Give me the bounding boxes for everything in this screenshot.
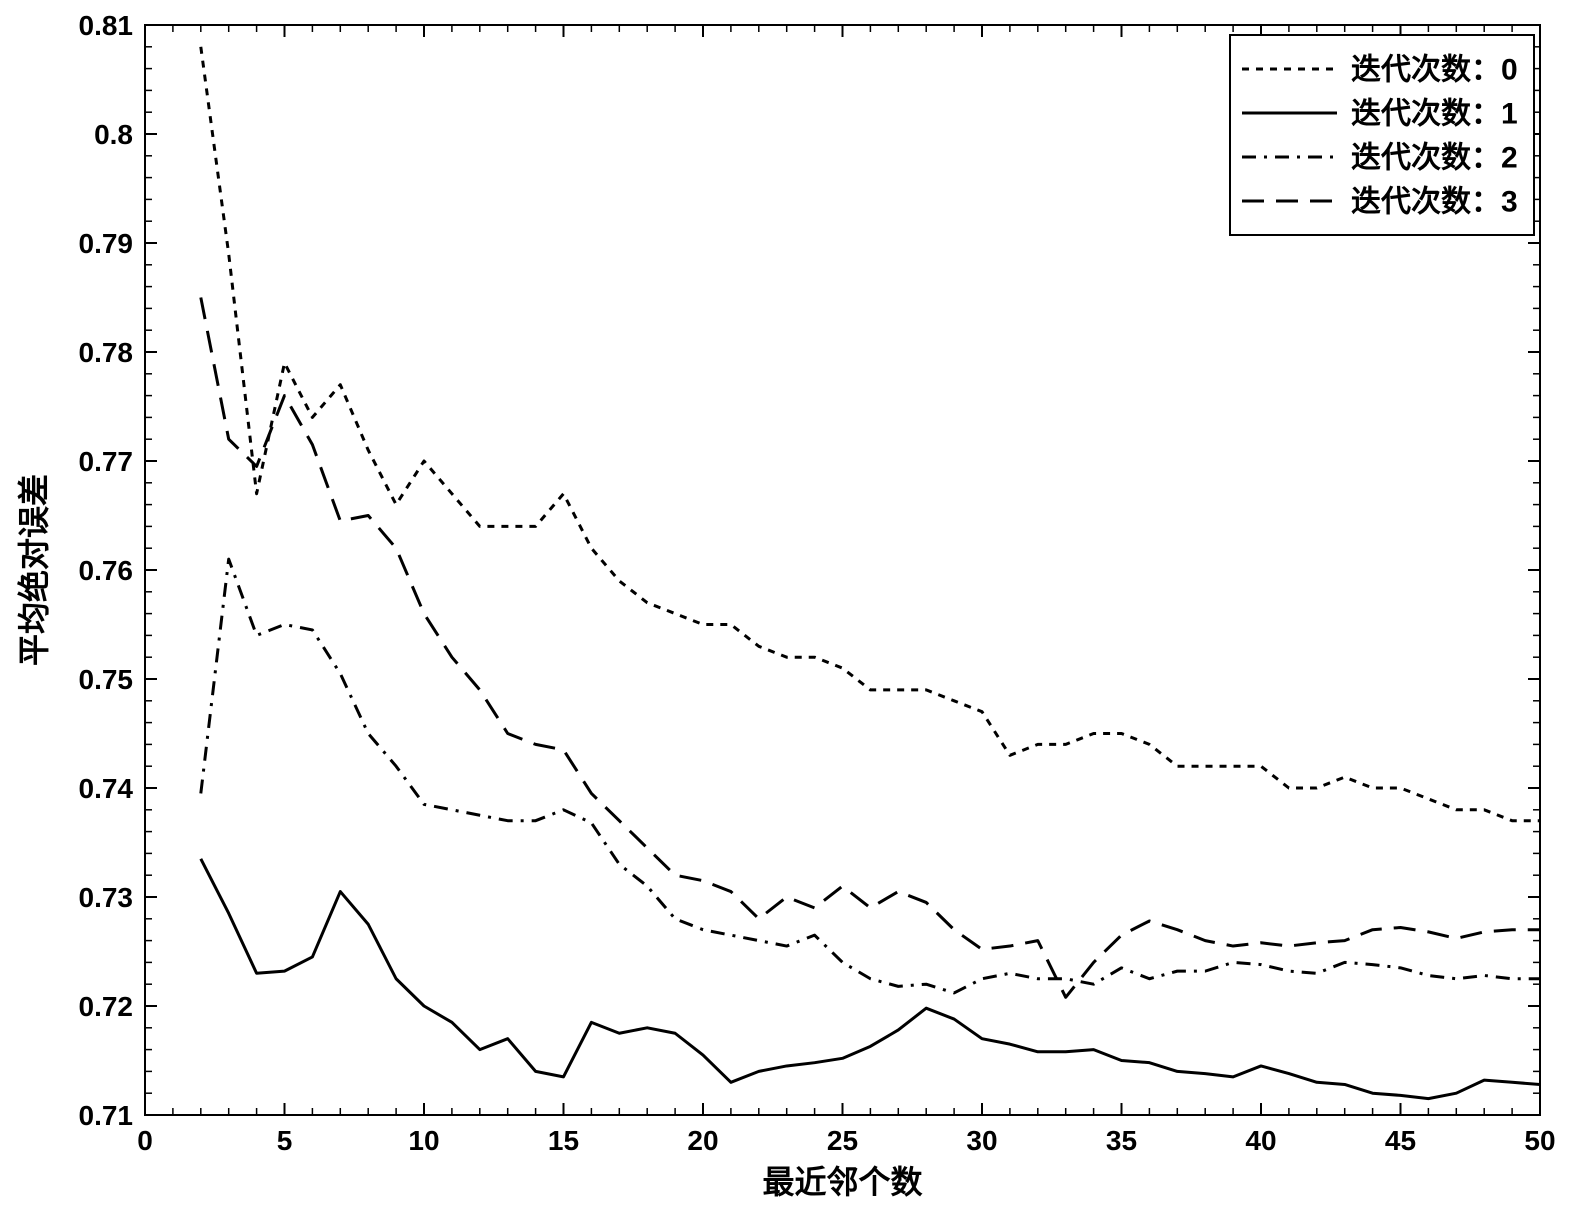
x-axis-title: 最近邻个数 [762,1164,923,1200]
y-axis-title: 平均绝对误差 [16,474,52,666]
x-tick-label: 10 [408,1125,439,1156]
y-tick-label: 0.74 [79,773,134,804]
x-tick-label: 30 [966,1125,997,1156]
legend-label: 迭代次数：2 [1351,142,1518,175]
x-tick-label: 35 [1106,1125,1137,1156]
y-tick-label: 0.75 [79,664,134,695]
y-tick-label: 0.79 [79,228,134,259]
legend-label: 迭代次数：0 [1351,54,1518,87]
y-tick-label: 0.77 [79,446,134,477]
x-tick-label: 25 [827,1125,858,1156]
y-tick-label: 0.71 [79,1100,134,1131]
y-tick-label: 0.78 [79,337,134,368]
x-tick-label: 45 [1385,1125,1416,1156]
y-tick-label: 0.81 [79,10,134,41]
legend-label: 迭代次数：1 [1351,98,1518,131]
line-chart: 0 5 10 15 20 25 30 35 40 45 50 0.71 0.72 0.73 0.74 0.75… [0,0,1574,1211]
y-tick-label: 0.72 [79,991,134,1022]
x-tick-label: 50 [1524,1125,1555,1156]
y-tick-label: 0.73 [79,882,134,913]
y-tick-label: 0.76 [79,555,134,586]
x-tick-label: 15 [548,1125,579,1156]
chart-container: 0 5 10 15 20 25 30 35 40 45 50 0.71 0.72 0.73 0.74 0.75… [0,0,1574,1211]
x-tick-label: 5 [277,1125,293,1156]
x-tick-label: 40 [1245,1125,1276,1156]
x-tick-label: 20 [687,1125,718,1156]
y-tick-label: 0.8 [94,119,133,150]
legend-label: 迭代次数：3 [1351,186,1518,219]
legend: 迭代次数：0 迭代次数：1 迭代次数：2 迭代次数：3 [1230,35,1534,235]
x-tick-label: 0 [137,1125,153,1156]
